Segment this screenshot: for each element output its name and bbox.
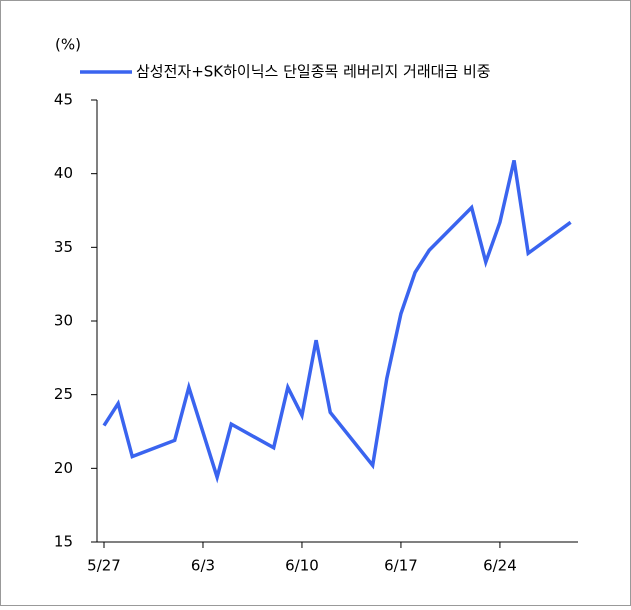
y-axis-label: (%) bbox=[55, 36, 81, 54]
y-tick-label: 45 bbox=[54, 91, 73, 109]
x-tick-label: 5/27 bbox=[87, 557, 121, 575]
x-tick-label: 6/17 bbox=[384, 557, 418, 575]
data-line bbox=[102, 160, 572, 484]
y-tick-label: 25 bbox=[54, 385, 73, 403]
y-tick-label: 40 bbox=[54, 164, 73, 182]
x-tick-label: 6/3 bbox=[191, 557, 215, 575]
y-tick-label: 30 bbox=[54, 312, 73, 330]
x-tick-label: 6/10 bbox=[285, 557, 319, 575]
x-tick-label: 6/24 bbox=[483, 557, 517, 575]
legend-label: 삼성전자+SK하이닉스 단일종목 레버리지 거래대금 비중 bbox=[136, 63, 491, 81]
y-tick-label: 15 bbox=[54, 533, 73, 551]
y-tick-label: 20 bbox=[54, 459, 73, 477]
y-tick-label: 35 bbox=[54, 238, 73, 256]
